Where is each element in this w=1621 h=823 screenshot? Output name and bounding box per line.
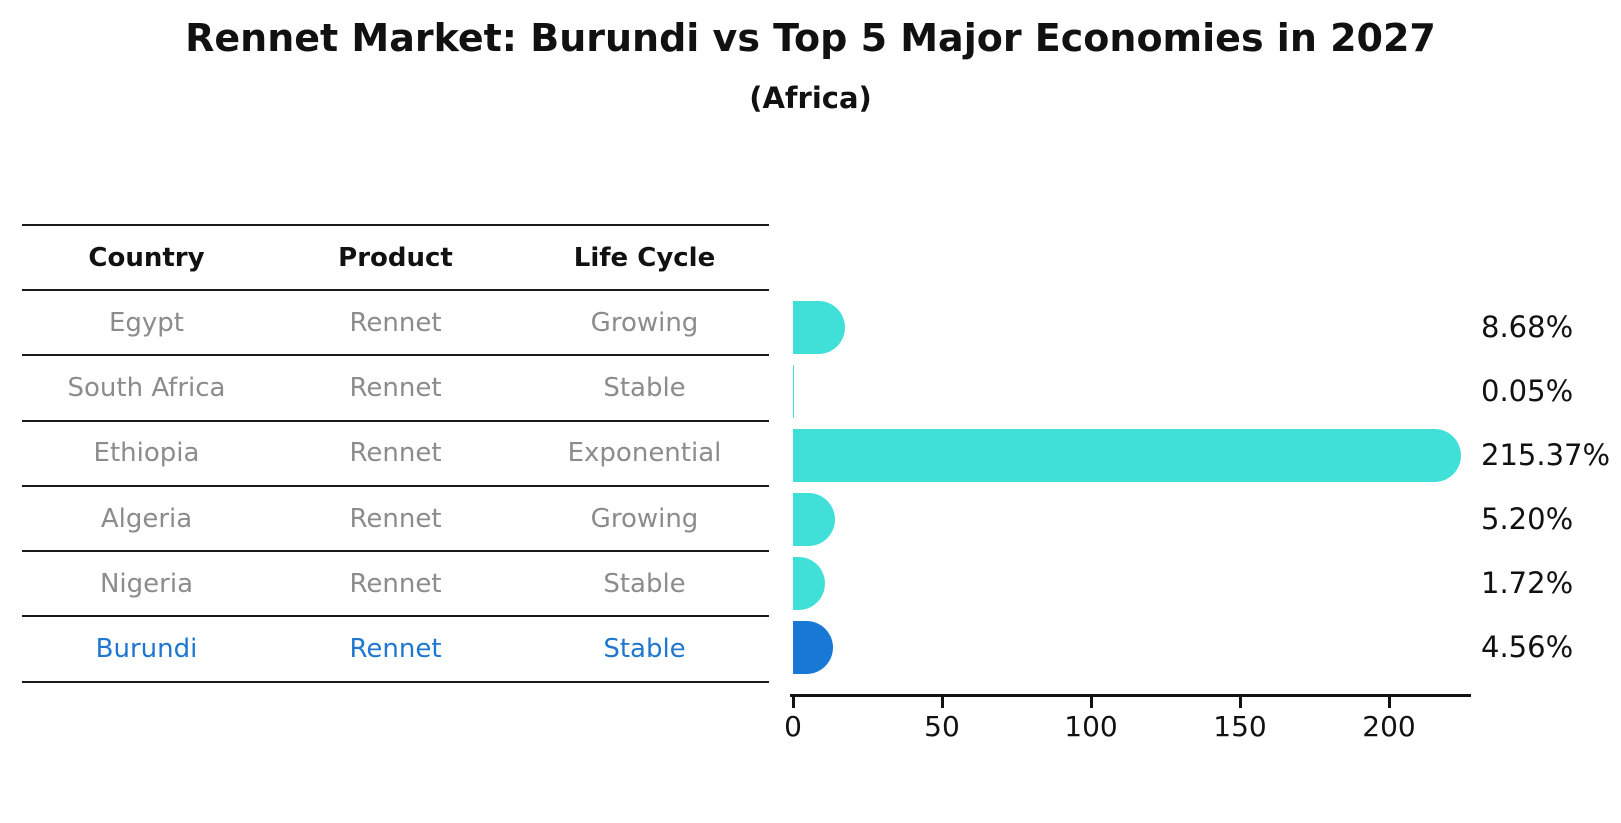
table-row-burundi: Burundi Rennet Stable bbox=[22, 617, 769, 683]
value-label-egypt: 8.68% bbox=[1481, 310, 1574, 344]
life-cycle-cell: Stable bbox=[603, 372, 686, 403]
column-header-country: Country bbox=[88, 242, 205, 273]
country-cell: Algeria bbox=[100, 503, 193, 534]
tick-mark bbox=[1238, 697, 1242, 708]
product-cell: Rennet bbox=[349, 503, 442, 534]
page-subtitle: (Africa) bbox=[749, 81, 872, 115]
product-cell: Rennet bbox=[349, 438, 442, 469]
life-cycle-cell: Stable bbox=[603, 634, 686, 665]
table-row-algeria: Algeria Rennet Growing bbox=[22, 487, 769, 553]
tick-label: 50 bbox=[924, 710, 960, 743]
tick-label: 0 bbox=[784, 710, 802, 743]
bar-ethiopia bbox=[793, 428, 1462, 482]
country-cell: Ethiopia bbox=[93, 438, 200, 469]
table-row-nigeria: Nigeria Rennet Stable bbox=[22, 552, 769, 618]
product-cell: Rennet bbox=[349, 307, 442, 338]
page-title: Rennet Market: Burundi vs Top 5 Major Ec… bbox=[185, 16, 1436, 60]
table-row-egypt: Egypt Rennet Growing bbox=[22, 291, 769, 357]
column-header-life-cycle: Life Cycle bbox=[573, 242, 716, 273]
table-row-ethiopia: Ethiopia Rennet Exponential bbox=[22, 422, 769, 487]
column-header-product: Product bbox=[338, 242, 453, 273]
life-cycle-cell: Exponential bbox=[567, 438, 722, 469]
country-cell: Burundi bbox=[95, 634, 198, 665]
value-label-ethiopia: 215.37% bbox=[1481, 438, 1611, 472]
tick-mark bbox=[791, 697, 795, 708]
x-axis-line bbox=[790, 694, 1471, 697]
value-label-nigeria: 1.72% bbox=[1481, 566, 1574, 600]
country-cell: Egypt bbox=[108, 307, 185, 338]
tick-mark bbox=[1387, 697, 1391, 708]
value-label-algeria: 5.20% bbox=[1481, 502, 1574, 536]
value-label-south-africa: 0.05% bbox=[1481, 374, 1574, 408]
value-label-burundi: 4.56% bbox=[1481, 630, 1574, 664]
table-header-row: Country Product Life Cycle bbox=[22, 226, 769, 291]
life-cycle-cell: Stable bbox=[603, 568, 686, 599]
tick-label: 150 bbox=[1213, 710, 1267, 743]
country-cell: Nigeria bbox=[99, 568, 194, 599]
tick-mark bbox=[940, 697, 944, 708]
bar-burundi bbox=[793, 620, 834, 674]
bar-algeria bbox=[793, 492, 835, 546]
table-row-south-africa: South Africa Rennet Stable bbox=[22, 356, 769, 422]
comparison-table: Country Product Life Cycle Egypt Rennet … bbox=[22, 224, 769, 683]
tick-label: 100 bbox=[1064, 710, 1118, 743]
life-cycle-cell: Growing bbox=[590, 503, 699, 534]
tick-label: 200 bbox=[1362, 710, 1416, 743]
bar-egypt bbox=[793, 300, 846, 354]
country-cell: South Africa bbox=[67, 372, 226, 403]
life-cycle-cell: Growing bbox=[590, 307, 699, 338]
product-cell: Rennet bbox=[349, 372, 442, 403]
bar-nigeria bbox=[793, 556, 825, 610]
product-cell: Rennet bbox=[349, 634, 442, 665]
product-cell: Rennet bbox=[349, 568, 442, 599]
tick-mark bbox=[1089, 697, 1093, 708]
